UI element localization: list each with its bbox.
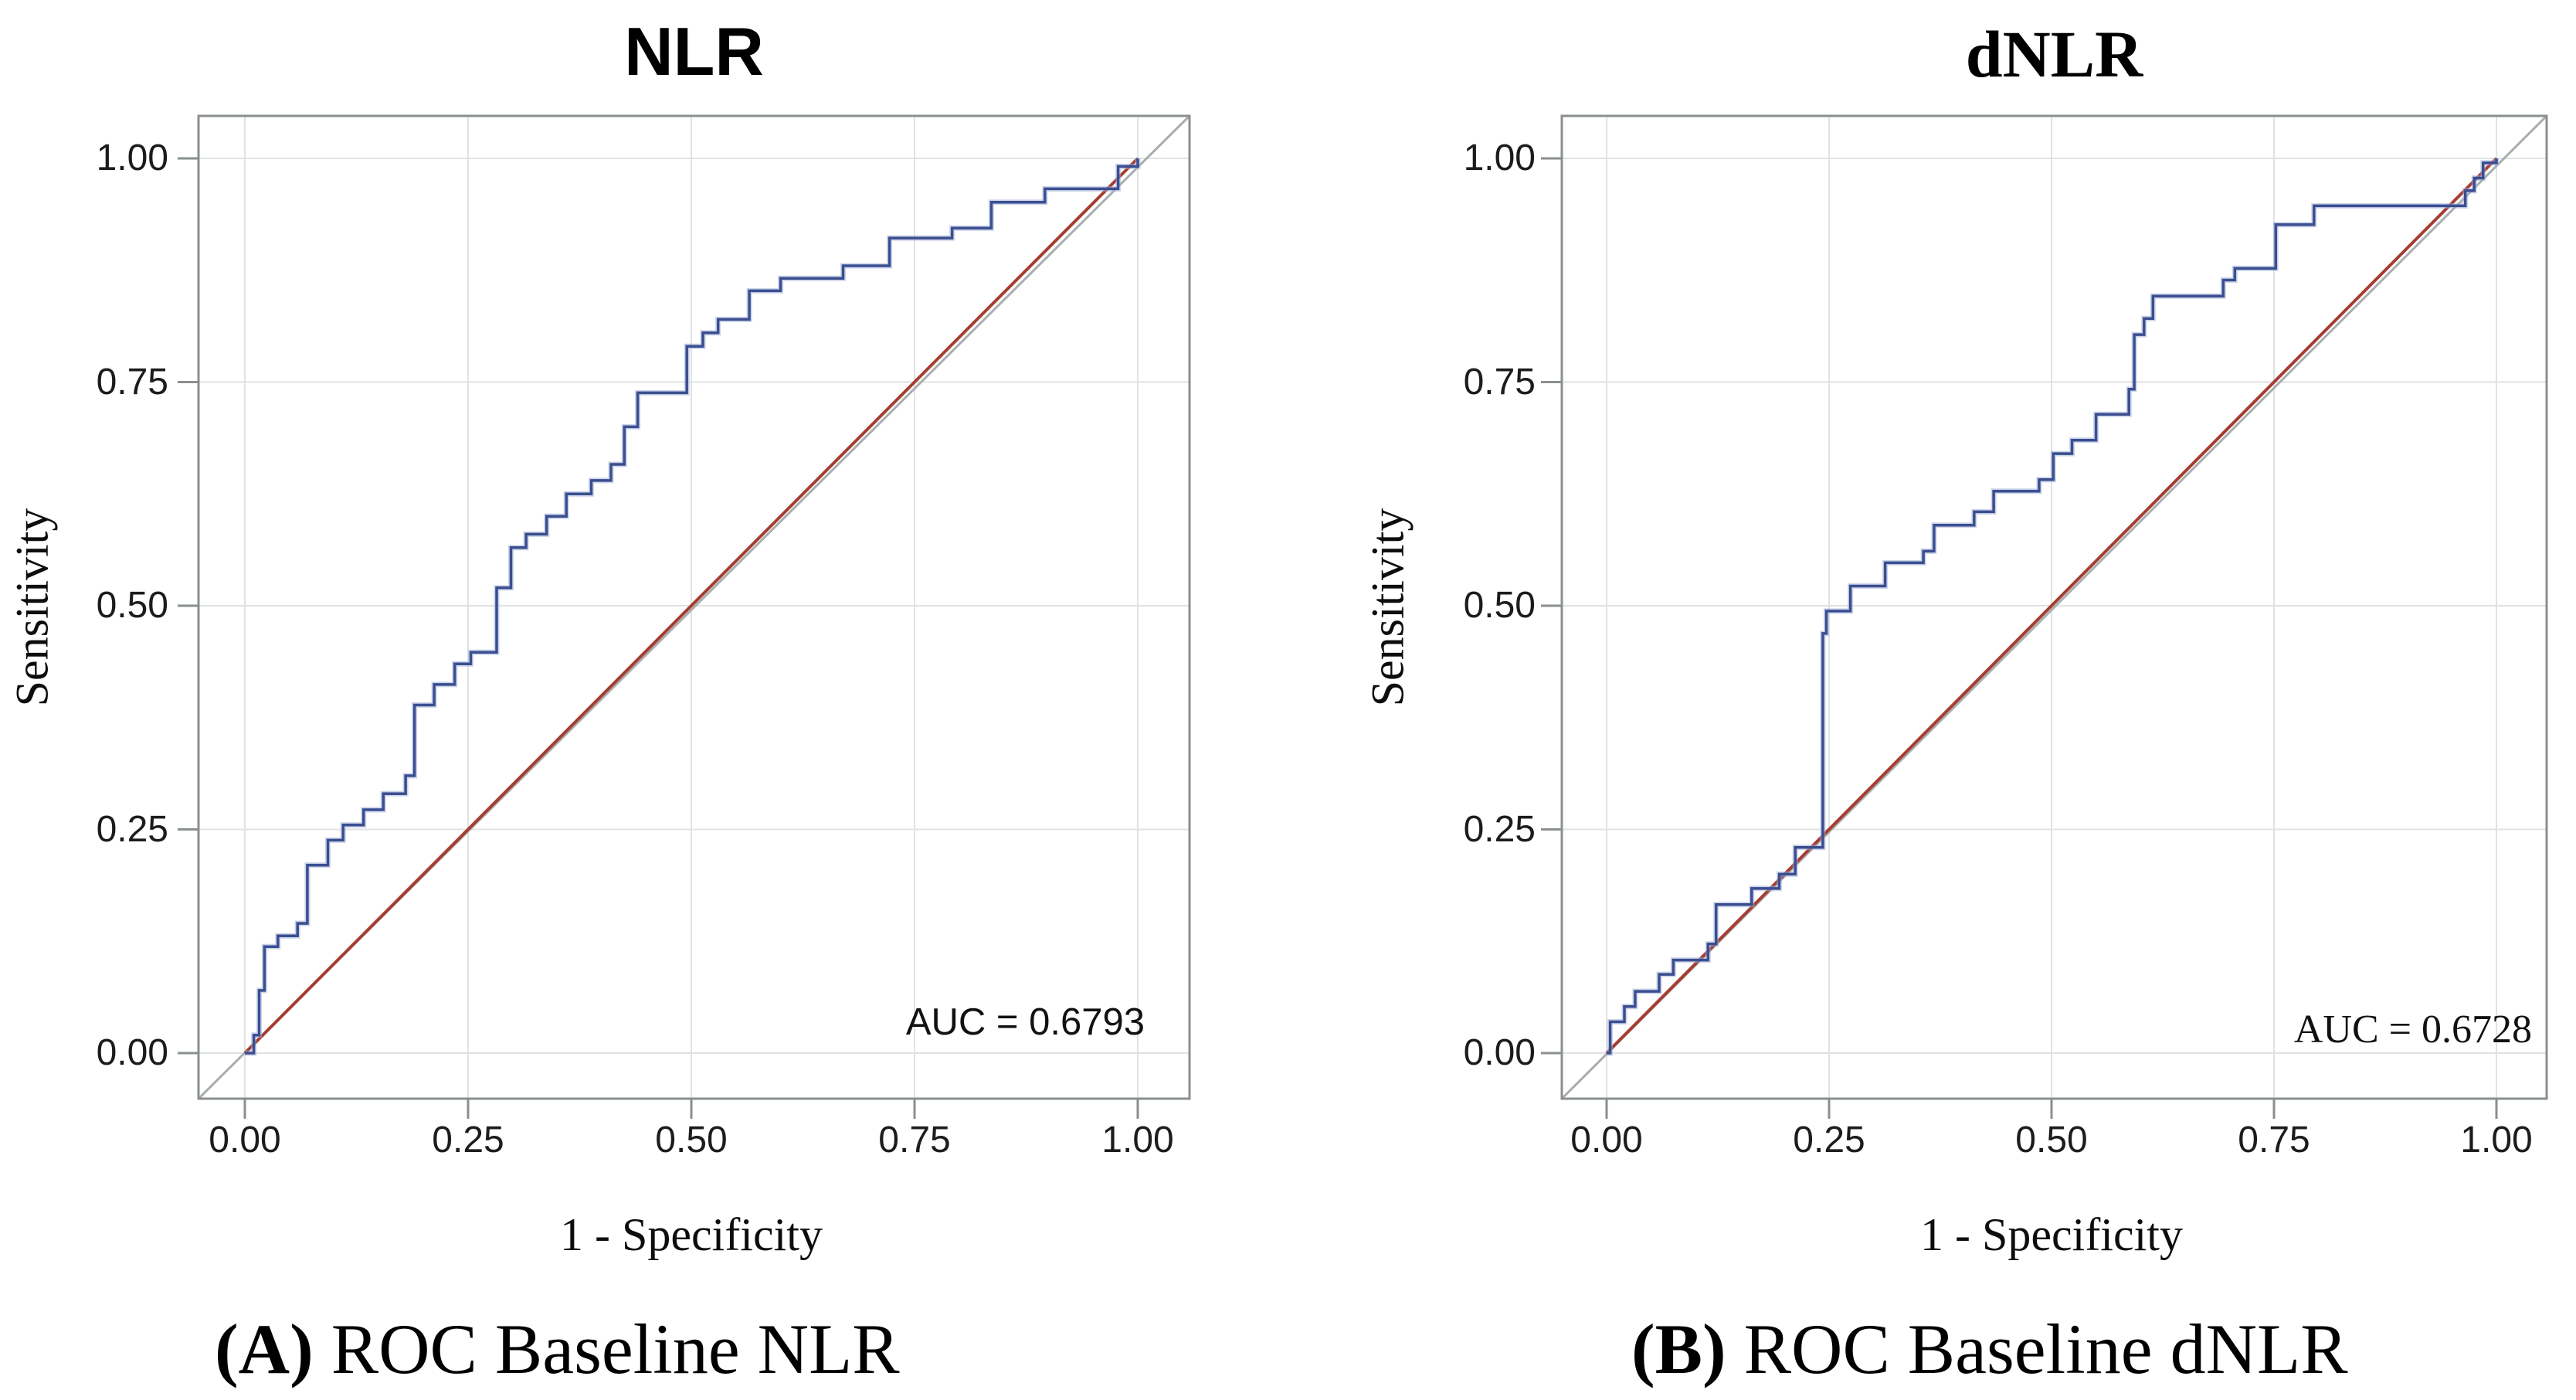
- x-tick-label: 0.75: [878, 1120, 951, 1160]
- panel-b-caption-label: (B): [1631, 1310, 1726, 1388]
- x-tick-label: 1.00: [2460, 1120, 2533, 1160]
- gridlines: [199, 116, 1190, 1099]
- panel-b-x-axis-label: 1 - Specificity: [1920, 1209, 2183, 1260]
- reference-diagonal-line: [1605, 157, 2498, 1055]
- x-tick-label: 0.00: [209, 1120, 281, 1160]
- panel-a-title: NLR: [624, 13, 764, 90]
- y-tick-label: 1.00: [1463, 138, 1536, 178]
- x-tick-label: 0.00: [1570, 1120, 1643, 1160]
- panel-b-auc-annotation: AUC = 0.6728: [2293, 1008, 2532, 1052]
- panel-a-plot: [178, 114, 1191, 1119]
- y-tick-label: 0.50: [96, 585, 168, 626]
- y-tick-label: 0.75: [96, 361, 168, 403]
- panel-a-caption-label: (A): [215, 1310, 314, 1388]
- panel-a-auc-annotation: AUC = 0.6793: [905, 1001, 1145, 1043]
- panel-b-plot: [1541, 114, 2548, 1119]
- reference-diagonal-line: [243, 157, 1139, 1055]
- x-tick-label: 0.50: [655, 1120, 728, 1160]
- x-tick-label: 0.25: [432, 1120, 504, 1160]
- axis-tick-marks: [178, 157, 1139, 1119]
- x-tick-label: 0.50: [2015, 1120, 2088, 1160]
- y-tick-label: 0.25: [1463, 808, 1536, 850]
- y-tick-label: 0.00: [96, 1032, 168, 1073]
- plot-frame: [197, 114, 1191, 1100]
- y-tick-label: 1.00: [96, 138, 168, 178]
- x-tick-label: 0.75: [2238, 1120, 2310, 1160]
- y-tick-label: 0.75: [1463, 361, 1536, 403]
- x-tick-label: 0.25: [1793, 1120, 1865, 1160]
- y-tick-label: 0.25: [96, 808, 168, 850]
- gridlines: [1562, 116, 2547, 1099]
- roc-curve: [245, 158, 1141, 1056]
- axis-tick-marks: [1541, 157, 2498, 1119]
- y-tick-label: 0.50: [1463, 585, 1536, 626]
- plot-frame: [1560, 114, 2548, 1100]
- roc-curve: [1607, 158, 2500, 1056]
- panel-a-x-axis-label: 1 - Specificity: [560, 1209, 823, 1260]
- panel-b-caption: (B) ROC Baseline dNLR: [1631, 1312, 2348, 1387]
- panel-a-caption: (A) ROC Baseline NLR: [215, 1312, 900, 1387]
- y-tick-label: 0.00: [1463, 1032, 1536, 1073]
- panel-a-caption-text: ROC Baseline NLR: [313, 1310, 900, 1388]
- panel-b-caption-text: ROC Baseline dNLR: [1726, 1310, 2348, 1388]
- panel-b-title: dNLR: [1965, 17, 2143, 91]
- x-tick-label: 1.00: [1101, 1120, 1174, 1160]
